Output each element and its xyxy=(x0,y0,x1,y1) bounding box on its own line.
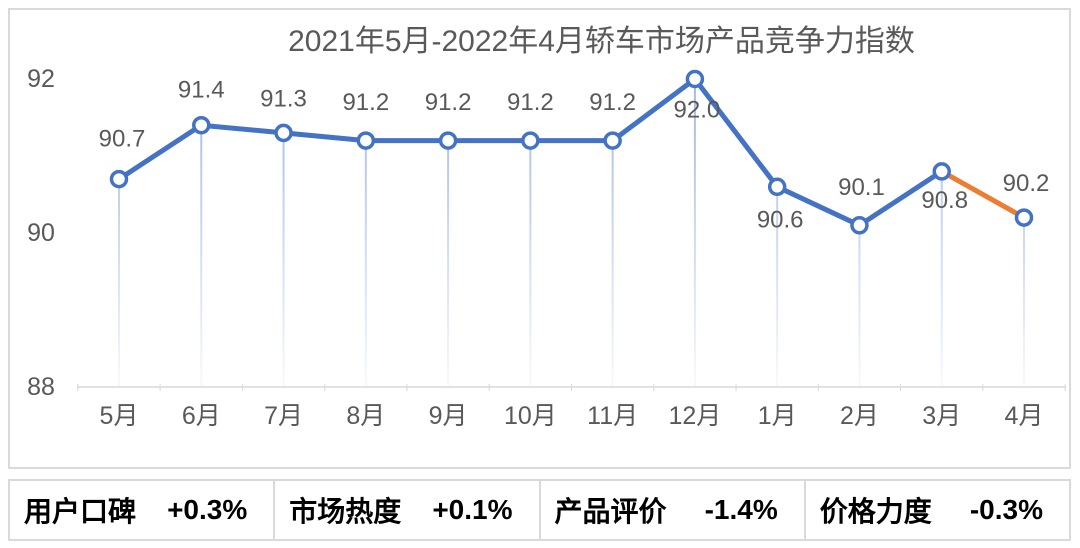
chart-title: 2021年5月-2022年4月轿车市场产品竞争力指数 xyxy=(288,25,915,58)
data-point-label: 90.8 xyxy=(921,187,968,214)
data-point-marker xyxy=(521,131,540,150)
data-point-label: 91.4 xyxy=(178,77,225,104)
data-point-label: 91.3 xyxy=(260,85,307,112)
x-axis-tick-label: 11月 xyxy=(587,402,638,430)
metric-cell-market-heat: 市场热度 +0.1% xyxy=(273,481,538,539)
data-point-label: 91.2 xyxy=(507,89,554,116)
metrics-bar: 用户口碑 +0.3% 市场热度 +0.1% 产品评价 -1.4% 价格力度 -0… xyxy=(8,479,1071,541)
x-axis-tick-label: 4月 xyxy=(1005,402,1044,430)
data-point-marker xyxy=(685,69,705,89)
series-line-last-segment xyxy=(939,168,1027,221)
metric-label: 用户口碑 xyxy=(24,496,137,527)
data-point-marker xyxy=(850,216,869,235)
x-axis-tick-label: 1月 xyxy=(758,402,797,430)
x-axis-tick-label: 8月 xyxy=(346,402,385,430)
metric-cell-price-strength: 价格力度 -0.3% xyxy=(803,481,1069,539)
metric-label: 产品评价 xyxy=(554,496,667,527)
y-axis-tick-label: 92 xyxy=(27,65,55,93)
x-axis-tick-label: 5月 xyxy=(100,402,139,430)
metric-cell-user-reputation: 用户口碑 +0.3% xyxy=(10,481,273,539)
data-point-marker xyxy=(932,162,951,181)
data-point-label: 92.0 xyxy=(674,97,721,124)
metric-label: 价格力度 xyxy=(819,496,932,527)
data-point-label: 90.1 xyxy=(838,174,885,201)
data-point-marker xyxy=(274,123,293,143)
y-axis-tick-label: 90 xyxy=(27,219,55,247)
data-point-label: 91.2 xyxy=(589,89,636,116)
metric-value: -0.3% xyxy=(969,494,1043,525)
x-axis-tick-label: 12月 xyxy=(669,402,722,430)
data-point-marker xyxy=(356,131,376,150)
metric-cell-product-rating: 产品评价 -1.4% xyxy=(538,481,804,539)
data-point-marker xyxy=(603,131,622,150)
data-point-label: 91.2 xyxy=(425,89,472,116)
chart-panel: 88 90 92 5月 6月 7月 8月 9月 10月 11月 12月 1月 2月 3月 4月 90.7 91.… xyxy=(8,8,1071,469)
x-axis-tick-label: 3月 xyxy=(922,402,961,430)
data-point-marker xyxy=(767,177,787,197)
x-axis-tick-label: 9月 xyxy=(429,402,468,430)
metric-value: +0.3% xyxy=(167,494,248,525)
x-axis-tick-label: 2月 xyxy=(840,402,879,430)
data-point-label: 90.2 xyxy=(1003,170,1050,197)
x-axis-tick-label: 10月 xyxy=(504,402,557,430)
y-axis-tick-label: 88 xyxy=(27,373,55,401)
x-axis-tick-label: 6月 xyxy=(182,402,221,430)
metric-label: 市场热度 xyxy=(289,496,402,527)
x-axis-tick-label: 7月 xyxy=(264,402,303,430)
line-chart: 88 90 92 5月 6月 7月 8月 9月 10月 11月 12月 1月 2月 3月 4月 90.7 91.… xyxy=(27,65,1066,430)
data-point-marker xyxy=(109,169,129,189)
data-point-marker xyxy=(438,131,458,150)
data-point-marker xyxy=(192,115,211,135)
metric-value: +0.1% xyxy=(432,494,513,525)
metric-value: -1.4% xyxy=(704,494,778,525)
data-point-marker xyxy=(1014,208,1034,227)
data-point-label: 91.2 xyxy=(342,89,389,116)
data-point-label: 90.6 xyxy=(757,206,804,233)
data-point-label: 90.7 xyxy=(99,126,146,153)
